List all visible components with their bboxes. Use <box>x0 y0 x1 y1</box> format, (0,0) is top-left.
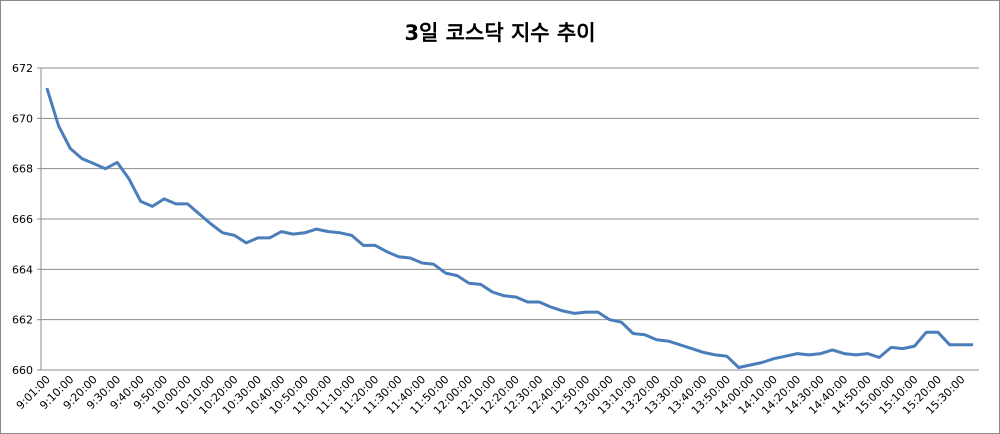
chart-title: 3일 코스닥 지수 추이 <box>404 21 595 45</box>
y-tick-label: 664 <box>12 263 33 276</box>
series-line <box>45 87 974 369</box>
y-tick-label: 672 <box>12 62 33 75</box>
y-tick-label: 662 <box>12 314 33 327</box>
y-tick-label: 668 <box>12 163 33 176</box>
y-tick-label: 660 <box>12 364 33 377</box>
y-tick-label: 666 <box>12 213 33 226</box>
y-tick-label: 670 <box>12 112 33 125</box>
